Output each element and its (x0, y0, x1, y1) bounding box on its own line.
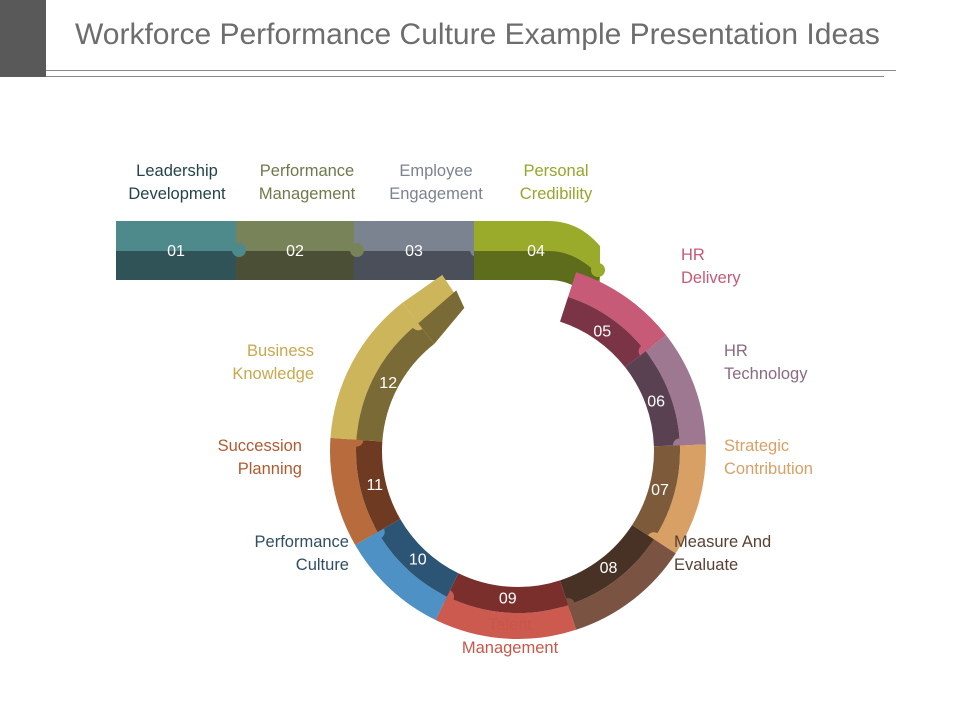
label-step-03: Employee Engagement (389, 162, 483, 203)
label-step-05: HR Delivery (681, 246, 741, 287)
arrow-tip-12 (402, 274, 465, 344)
step-number-08: 08 (600, 560, 618, 577)
step-number-04: 04 (527, 243, 545, 260)
label-step-01: Leadership Development (128, 162, 226, 203)
label-step-09: Talent Management (461, 616, 559, 657)
step-number-01: 01 (167, 243, 185, 260)
label-step-08: Measure And Evaluate (674, 533, 772, 574)
step-number-03: 03 (405, 243, 423, 260)
step-number-05: 05 (593, 324, 611, 341)
label-step-06: HR Technology (724, 342, 808, 383)
label-step-10: Performance Culture (254, 533, 349, 574)
step-number-11: 11 (366, 477, 383, 494)
page-title: Workforce Performance Culture Example Pr… (75, 18, 880, 51)
puzzle-piece-03: 03 (354, 221, 474, 280)
puzzle-piece-11: 11 (329, 432, 401, 545)
step-number-02: 02 (286, 243, 304, 260)
title-divider-secondary (46, 76, 884, 77)
puzzle-piece-04: 04 (474, 221, 605, 300)
label-step-12: Business Knowledge (232, 342, 314, 383)
label-step-02: Performance Management (258, 162, 356, 203)
title-divider (46, 70, 896, 71)
puzzle-piece-07: 07 (632, 444, 706, 554)
step-number-09: 09 (499, 591, 517, 608)
puzzle-knob-2 (350, 243, 364, 257)
label-step-07: Strategic Contribution (724, 437, 813, 478)
step-number-12: 12 (379, 375, 397, 392)
puzzle-knob-1 (232, 243, 246, 257)
puzzle-piece-02: 02 (236, 221, 354, 280)
label-step-11: Succession Planning (217, 437, 302, 478)
label-step-04: Personal Credibility (519, 162, 593, 203)
title-accent-block (0, 0, 46, 77)
step-number-06: 06 (647, 394, 665, 411)
puzzle-piece-08: 08 (560, 525, 676, 630)
arrow-tip-12-shade (418, 290, 465, 344)
step-number-10: 10 (409, 552, 427, 569)
puzzle-piece-01: 01 (116, 221, 236, 280)
step-number-07: 07 (651, 482, 669, 499)
